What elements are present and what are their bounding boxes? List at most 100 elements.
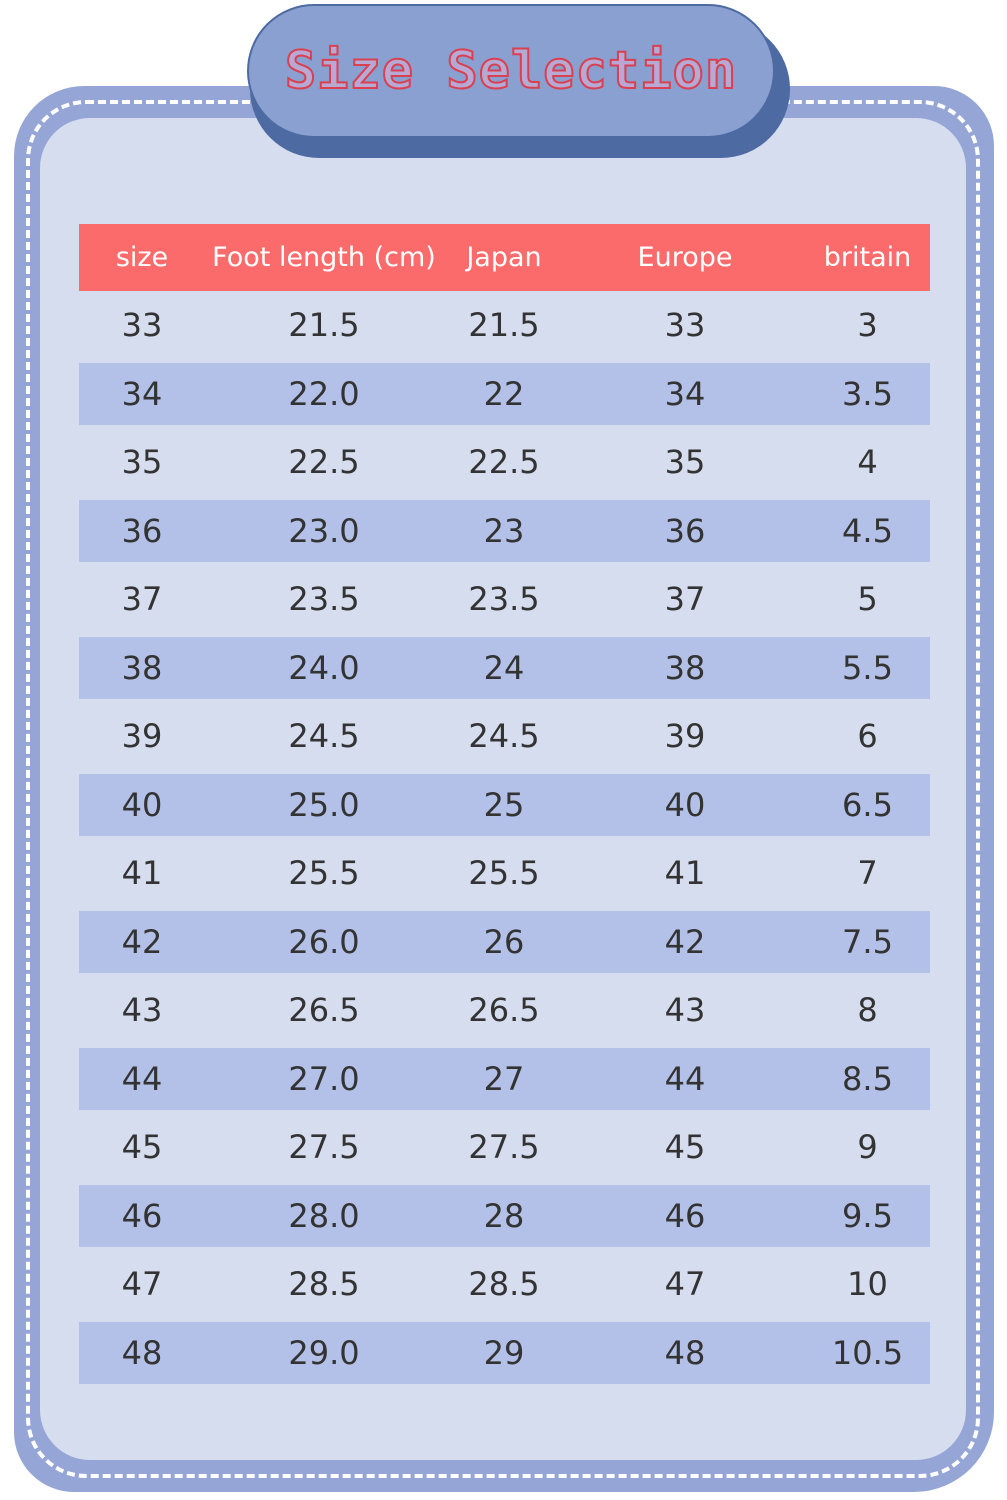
table-cell: 9.5	[842, 1196, 893, 1235]
table-row: 36 23.0 23 36 4.5	[79, 499, 930, 562]
table-cell: 35	[664, 443, 706, 482]
table-cell: 27.0	[288, 1059, 360, 1098]
table-cell: 23	[483, 511, 525, 550]
table-cell: 3.5	[842, 374, 893, 413]
table-cell: 22.5	[288, 443, 360, 482]
table-cell: 8	[857, 991, 878, 1030]
table-cell: 36	[121, 511, 163, 550]
table-row: 34 22.0 22 34 3.5	[79, 362, 930, 425]
table-row: 41 25.5 25.5 41 7	[79, 839, 930, 908]
table-cell: 24.5	[288, 717, 360, 756]
table-cell: 28.5	[468, 1265, 540, 1304]
table-cell: 24.0	[288, 648, 360, 687]
table-cell: 22.5	[468, 443, 540, 482]
table-cell: 5	[857, 580, 878, 619]
table-cell: 37	[664, 580, 706, 619]
table-cell: 29	[483, 1333, 525, 1372]
table-header: size Foot length (cm) Japan Europe brita…	[79, 224, 930, 291]
table-cell: 23.0	[288, 511, 360, 550]
table-cell: 23.5	[288, 580, 360, 619]
table-row: 45 27.5 27.5 45 9	[79, 1113, 930, 1182]
table-cell: 24.5	[468, 717, 540, 756]
table-cell: 46	[664, 1196, 706, 1235]
table-row: 44 27.0 27 44 8.5	[79, 1047, 930, 1110]
table-cell: 34	[121, 374, 163, 413]
table-cell: 34	[664, 374, 706, 413]
table-cell: 40	[121, 785, 163, 824]
table-cell: 27.5	[288, 1128, 360, 1167]
table-cell: 28.0	[288, 1196, 360, 1235]
table-row: 43 26.5 26.5 43 8	[79, 976, 930, 1045]
table-row: 48 29.0 29 48 10.5	[79, 1321, 930, 1384]
table-cell: 38	[121, 648, 163, 687]
table-cell: 43	[121, 991, 163, 1030]
table-cell: 24	[483, 648, 525, 687]
table-row: 42 26.0 26 42 7.5	[79, 910, 930, 973]
table-cell: 46	[121, 1196, 163, 1235]
table-cell: 45	[121, 1128, 163, 1167]
table-cell: 25.5	[288, 854, 360, 893]
size-table: size Foot length (cm) Japan Europe brita…	[79, 224, 930, 1387]
table-cell: 27	[483, 1059, 525, 1098]
header-japan: Japan	[466, 242, 542, 273]
table-cell: 6.5	[842, 785, 893, 824]
table-cell: 48	[664, 1333, 706, 1372]
title-banner: Size Selection	[247, 4, 775, 138]
table-row: 46 28.0 28 46 9.5	[79, 1184, 930, 1247]
table-cell: 38	[664, 648, 706, 687]
table-cell: 26.5	[468, 991, 540, 1030]
table-cell: 43	[664, 991, 706, 1030]
table-cell: 22	[483, 374, 525, 413]
table-cell: 23.5	[468, 580, 540, 619]
header-foot-length: Foot length (cm)	[212, 242, 436, 273]
table-cell: 26.5	[288, 991, 360, 1030]
table-cell: 42	[664, 922, 706, 961]
table-row: 47 28.5 28.5 47 10	[79, 1250, 930, 1319]
table-row: 35 22.5 22.5 35 4	[79, 428, 930, 497]
header-britain: britain	[823, 242, 912, 273]
table-cell: 28	[483, 1196, 525, 1235]
table-cell: 41	[121, 854, 163, 893]
table-cell: 39	[664, 717, 706, 756]
table-cell: 33	[121, 306, 163, 345]
table-cell: 7.5	[842, 922, 893, 961]
table-cell: 44	[121, 1059, 163, 1098]
table-cell: 5.5	[842, 648, 893, 687]
table-cell: 22.0	[288, 374, 360, 413]
table-cell: 26.0	[288, 922, 360, 961]
table-row: 39 24.5 24.5 39 6	[79, 702, 930, 771]
table-cell: 41	[664, 854, 706, 893]
table-cell: 25	[483, 785, 525, 824]
table-cell: 48	[121, 1333, 163, 1372]
header-size: size	[115, 242, 169, 273]
table-cell: 21.5	[288, 306, 360, 345]
table-cell: 45	[664, 1128, 706, 1167]
table-row: 37 23.5 23.5 37 5	[79, 565, 930, 634]
header-europe: Europe	[637, 242, 733, 273]
table-row: 33 21.5 21.5 33 3	[79, 291, 930, 360]
table-cell: 27.5	[468, 1128, 540, 1167]
table-cell: 6	[857, 717, 878, 756]
table-cell: 40	[664, 785, 706, 824]
table-cell: 36	[664, 511, 706, 550]
table-cell: 10.5	[831, 1333, 904, 1372]
table-cell: 7	[857, 854, 878, 893]
table-row: 40 25.0 25 40 6.5	[79, 773, 930, 836]
table-cell: 10	[847, 1265, 888, 1304]
table-cell: 25.5	[468, 854, 540, 893]
page-title: Size Selection	[284, 40, 738, 102]
table-cell: 29.0	[288, 1333, 360, 1372]
table-cell: 9	[857, 1128, 878, 1167]
table-cell: 8.5	[842, 1059, 893, 1098]
table-cell: 35	[121, 443, 163, 482]
table-cell: 37	[121, 580, 163, 619]
table-cell: 26	[483, 922, 525, 961]
table-cell: 21.5	[468, 306, 540, 345]
table-cell: 33	[664, 306, 706, 345]
table-cell: 47	[121, 1265, 163, 1304]
table-cell: 4	[857, 443, 878, 482]
table-cell: 47	[664, 1265, 706, 1304]
table-cell: 25.0	[288, 785, 360, 824]
table-cell: 39	[121, 717, 163, 756]
table-cell: 42	[121, 922, 163, 961]
